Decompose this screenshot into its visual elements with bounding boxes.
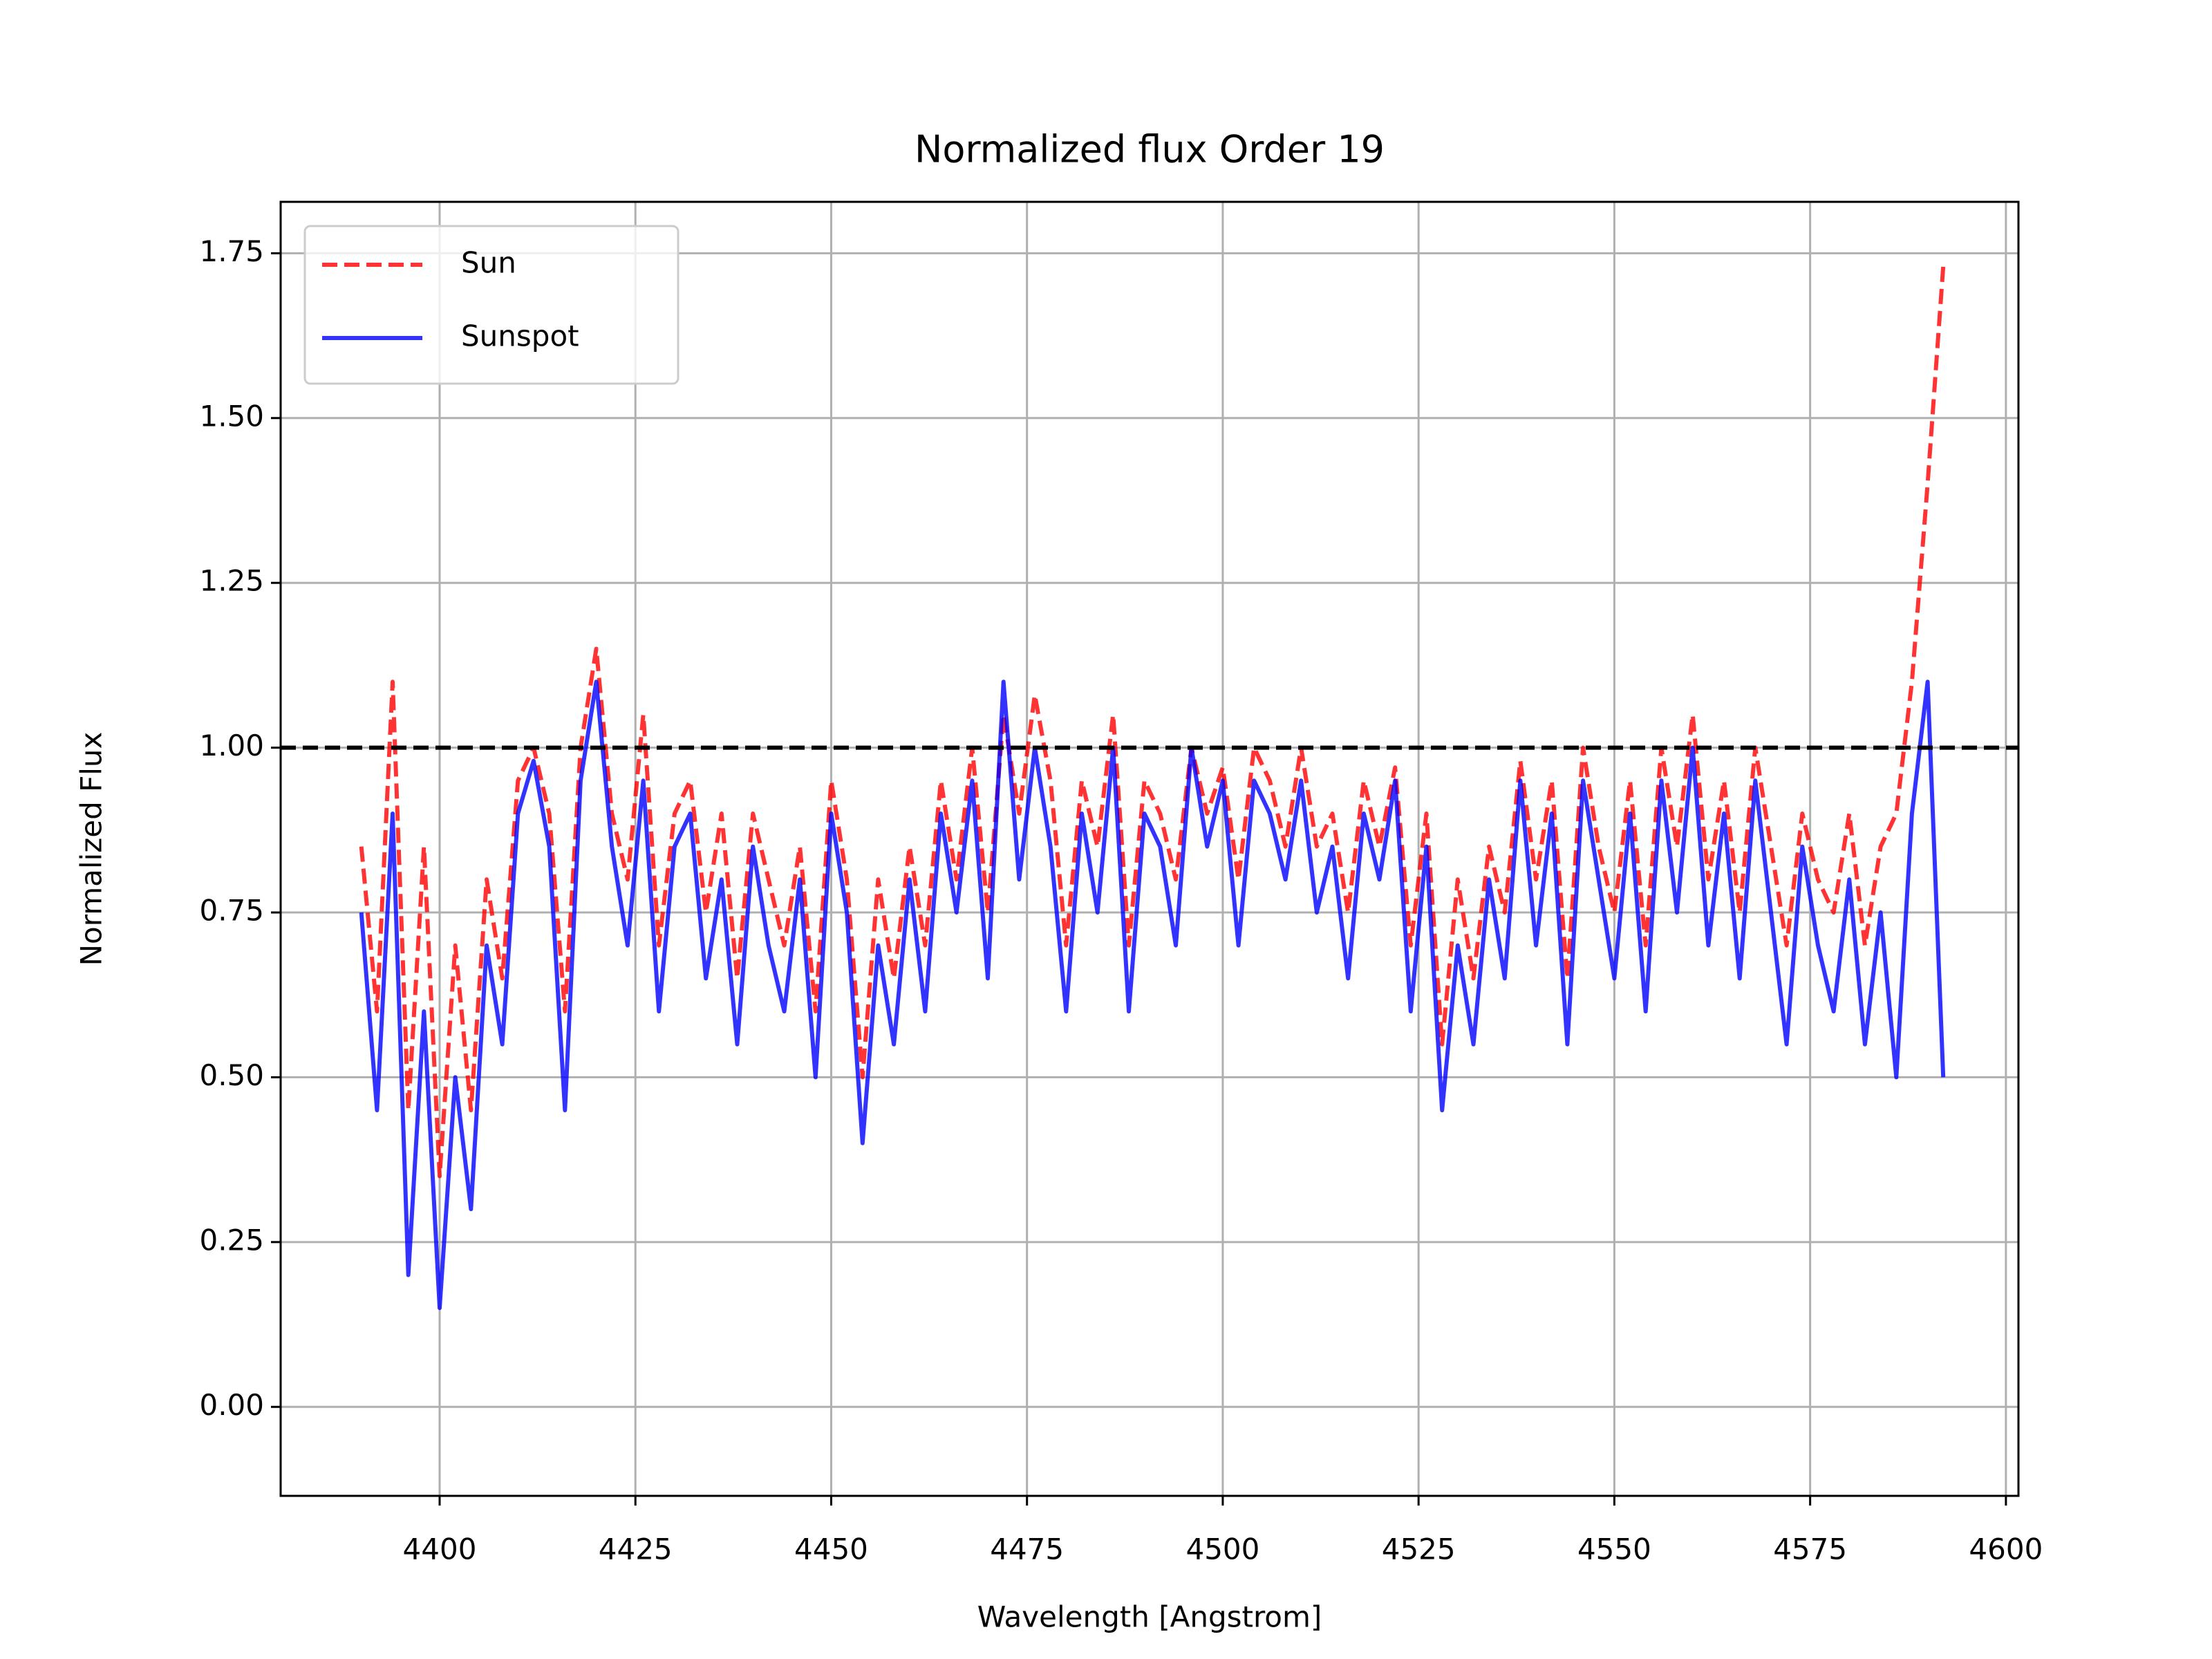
y-axis-label: Normalized Flux [75, 732, 109, 966]
x-tick-label: 4500 [1185, 1533, 1259, 1566]
series-line [359, 266, 1946, 1179]
chart-title: Normalized flux Order 19 [915, 128, 1385, 171]
x-tick-label: 4600 [1969, 1533, 2043, 1566]
y-tick-label: 0.25 [199, 1223, 264, 1257]
y-tick-label: 1.50 [199, 399, 264, 433]
x-tick-label: 4475 [990, 1533, 1064, 1566]
x-tick-label: 4425 [599, 1533, 673, 1566]
series-line [359, 679, 1946, 1311]
legend-label: Sunspot [461, 319, 579, 353]
y-tick-label: 0.00 [199, 1388, 264, 1422]
x-tick-label: 4525 [1382, 1533, 1456, 1566]
y-tick-label: 1.00 [199, 729, 264, 762]
x-tick-label: 4400 [403, 1533, 477, 1566]
y-tick-label: 0.50 [199, 1058, 264, 1092]
x-tick-label: 4575 [1773, 1533, 1847, 1566]
y-tick-label: 1.25 [199, 564, 264, 598]
y-tick-label: 0.75 [199, 894, 264, 928]
y-tick-label: 1.75 [199, 234, 264, 268]
legend-label: Sun [461, 246, 516, 280]
x-axis-label: Wavelength [Angstrom] [977, 1600, 1322, 1634]
x-tick-label: 4550 [1577, 1533, 1651, 1566]
x-tick-label: 4450 [794, 1533, 868, 1566]
plot-frame [279, 200, 2020, 1497]
